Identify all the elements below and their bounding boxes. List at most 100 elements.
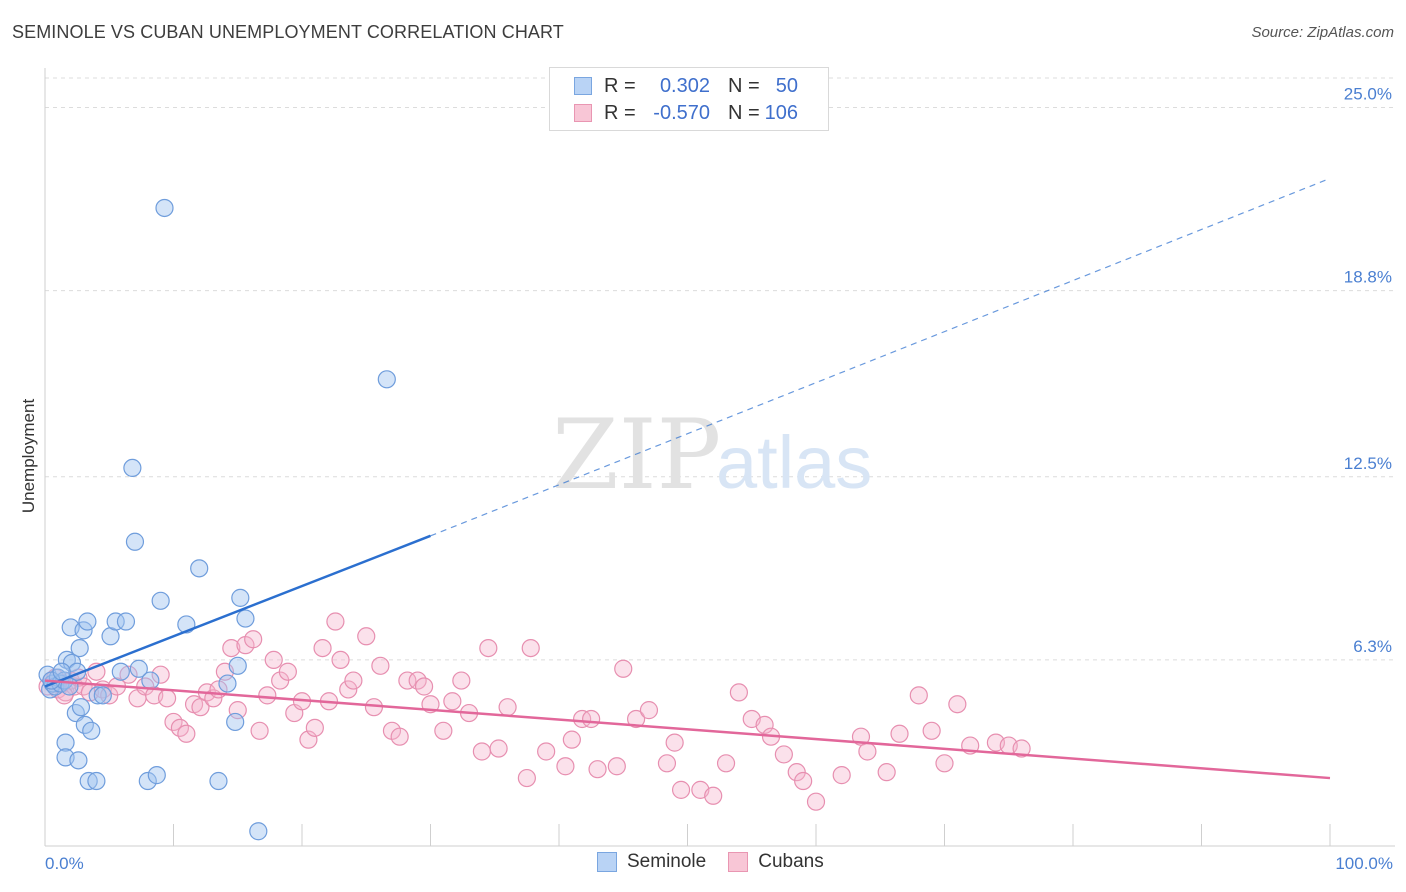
cubans-point	[588, 760, 607, 779]
cubans-point	[489, 739, 508, 758]
cubans-point	[562, 730, 581, 749]
seminole-point	[71, 698, 91, 717]
x-tick-label: 100.0%	[1335, 854, 1393, 873]
seminole-point	[123, 458, 142, 478]
seminole-point	[138, 771, 157, 791]
grid-lines	[45, 77, 1395, 661]
seminole-point	[106, 612, 125, 631]
cubans-point	[258, 686, 277, 705]
cubans-swatch	[728, 852, 749, 872]
tick-labels: 6.3% 12.5% 18.8% 25.0% 0.0% 100.0%	[45, 85, 1393, 873]
cubans-point	[922, 721, 941, 740]
cubans-point	[935, 754, 954, 773]
cubans-point	[299, 730, 318, 749]
chart-title: SEMINOLE VS CUBAN UNEMPLOYMENT CORRELATI…	[12, 22, 564, 42]
seminole-swatch	[597, 852, 617, 872]
seminole-point	[79, 771, 98, 791]
seminole-point	[57, 650, 76, 670]
axes	[44, 68, 1395, 847]
cubans-point	[371, 656, 390, 675]
cubans-point	[948, 695, 967, 714]
cubans-point	[313, 638, 332, 658]
cubans-point	[472, 742, 491, 761]
seminole-point	[151, 591, 170, 610]
seminole-point	[125, 532, 145, 551]
seminole-point	[218, 674, 237, 693]
cubans-point	[244, 630, 263, 649]
watermark-atlas: atlas	[716, 421, 872, 504]
cubans-point	[774, 745, 793, 764]
stats-legend: R = 0.302 N = 50 R = -0.570 N = 106	[549, 67, 829, 131]
series-legend: Seminole Cubans	[597, 851, 846, 873]
seminole-point	[236, 609, 255, 628]
cubans-point	[582, 709, 601, 729]
cubans-point	[806, 792, 826, 811]
cubans-point	[443, 692, 462, 711]
legend-item-cubans: Cubans	[728, 851, 824, 873]
n-label: N =	[728, 74, 760, 97]
cubans-point	[716, 754, 736, 773]
seminole-point	[249, 822, 268, 841]
cubans-point	[890, 724, 909, 743]
y-tick-label: 25.0%	[1344, 85, 1392, 104]
seminole-trend-extension	[430, 177, 1331, 537]
cubans-point	[832, 766, 851, 785]
r-label: R =	[604, 101, 636, 124]
cubans-point	[344, 671, 363, 690]
cubans-point	[614, 659, 633, 678]
cubans-point	[755, 715, 774, 734]
legend-row-seminole: R = 0.302 N = 50	[574, 74, 798, 98]
cubans-point	[157, 689, 177, 708]
seminole-n-value: 50	[775, 74, 798, 97]
cubans-point	[326, 612, 345, 631]
cubans-point	[877, 763, 896, 782]
trend-lines	[44, 177, 1331, 780]
seminole-point	[209, 771, 228, 791]
seminole-point	[111, 662, 130, 681]
x-tick-label: 0.0%	[45, 854, 84, 873]
cubans-point	[228, 701, 247, 720]
watermark: ZIP atlas	[552, 399, 872, 511]
cubans-n-value: 106	[764, 101, 798, 124]
cubans-point	[398, 671, 417, 690]
cubans-point	[639, 701, 659, 720]
cubans-point	[537, 742, 556, 761]
cubans-point	[671, 780, 691, 799]
seminole-trend-line	[44, 534, 431, 688]
cubans-point	[858, 742, 877, 761]
source-label: Source: ZipAtlas.com	[1251, 24, 1394, 41]
seminole-point	[231, 588, 250, 607]
cubans-point	[434, 721, 453, 740]
y-tick-label: 6.3%	[1353, 637, 1392, 656]
seminole-point	[74, 621, 93, 640]
cubans-point	[177, 724, 196, 743]
cubans-point	[250, 721, 269, 740]
seminole-swatch	[574, 77, 592, 95]
cubans-point	[665, 733, 684, 752]
seminole-point	[88, 686, 107, 705]
cubans-point	[1012, 739, 1031, 758]
cubans-point	[305, 718, 324, 737]
y-axis-label: Unemployment	[19, 399, 38, 514]
cubans-point	[498, 698, 517, 717]
seminole-point	[70, 638, 89, 658]
r-label: R =	[604, 74, 636, 97]
cubans-point	[357, 627, 376, 646]
cubans-point	[264, 650, 283, 670]
y-tick-label: 18.8%	[1344, 268, 1392, 287]
cubans-point	[390, 727, 409, 746]
seminole-point	[82, 721, 101, 740]
cubans-points	[38, 612, 1031, 811]
cubans-trend-line	[44, 679, 1331, 780]
legend-row-cubans: R = -0.570 N = 106	[574, 101, 798, 125]
cubans-point	[607, 757, 626, 776]
cubans-point	[479, 638, 498, 658]
n-label: N =	[728, 101, 760, 124]
cubans-point	[729, 683, 749, 702]
cubans-point	[222, 638, 241, 658]
seminole-point	[129, 659, 148, 678]
legend-item-seminole: Seminole	[597, 851, 706, 873]
seminole-legend-label: Seminole	[627, 851, 707, 872]
seminole-point	[87, 771, 106, 791]
seminole-point	[78, 612, 97, 631]
